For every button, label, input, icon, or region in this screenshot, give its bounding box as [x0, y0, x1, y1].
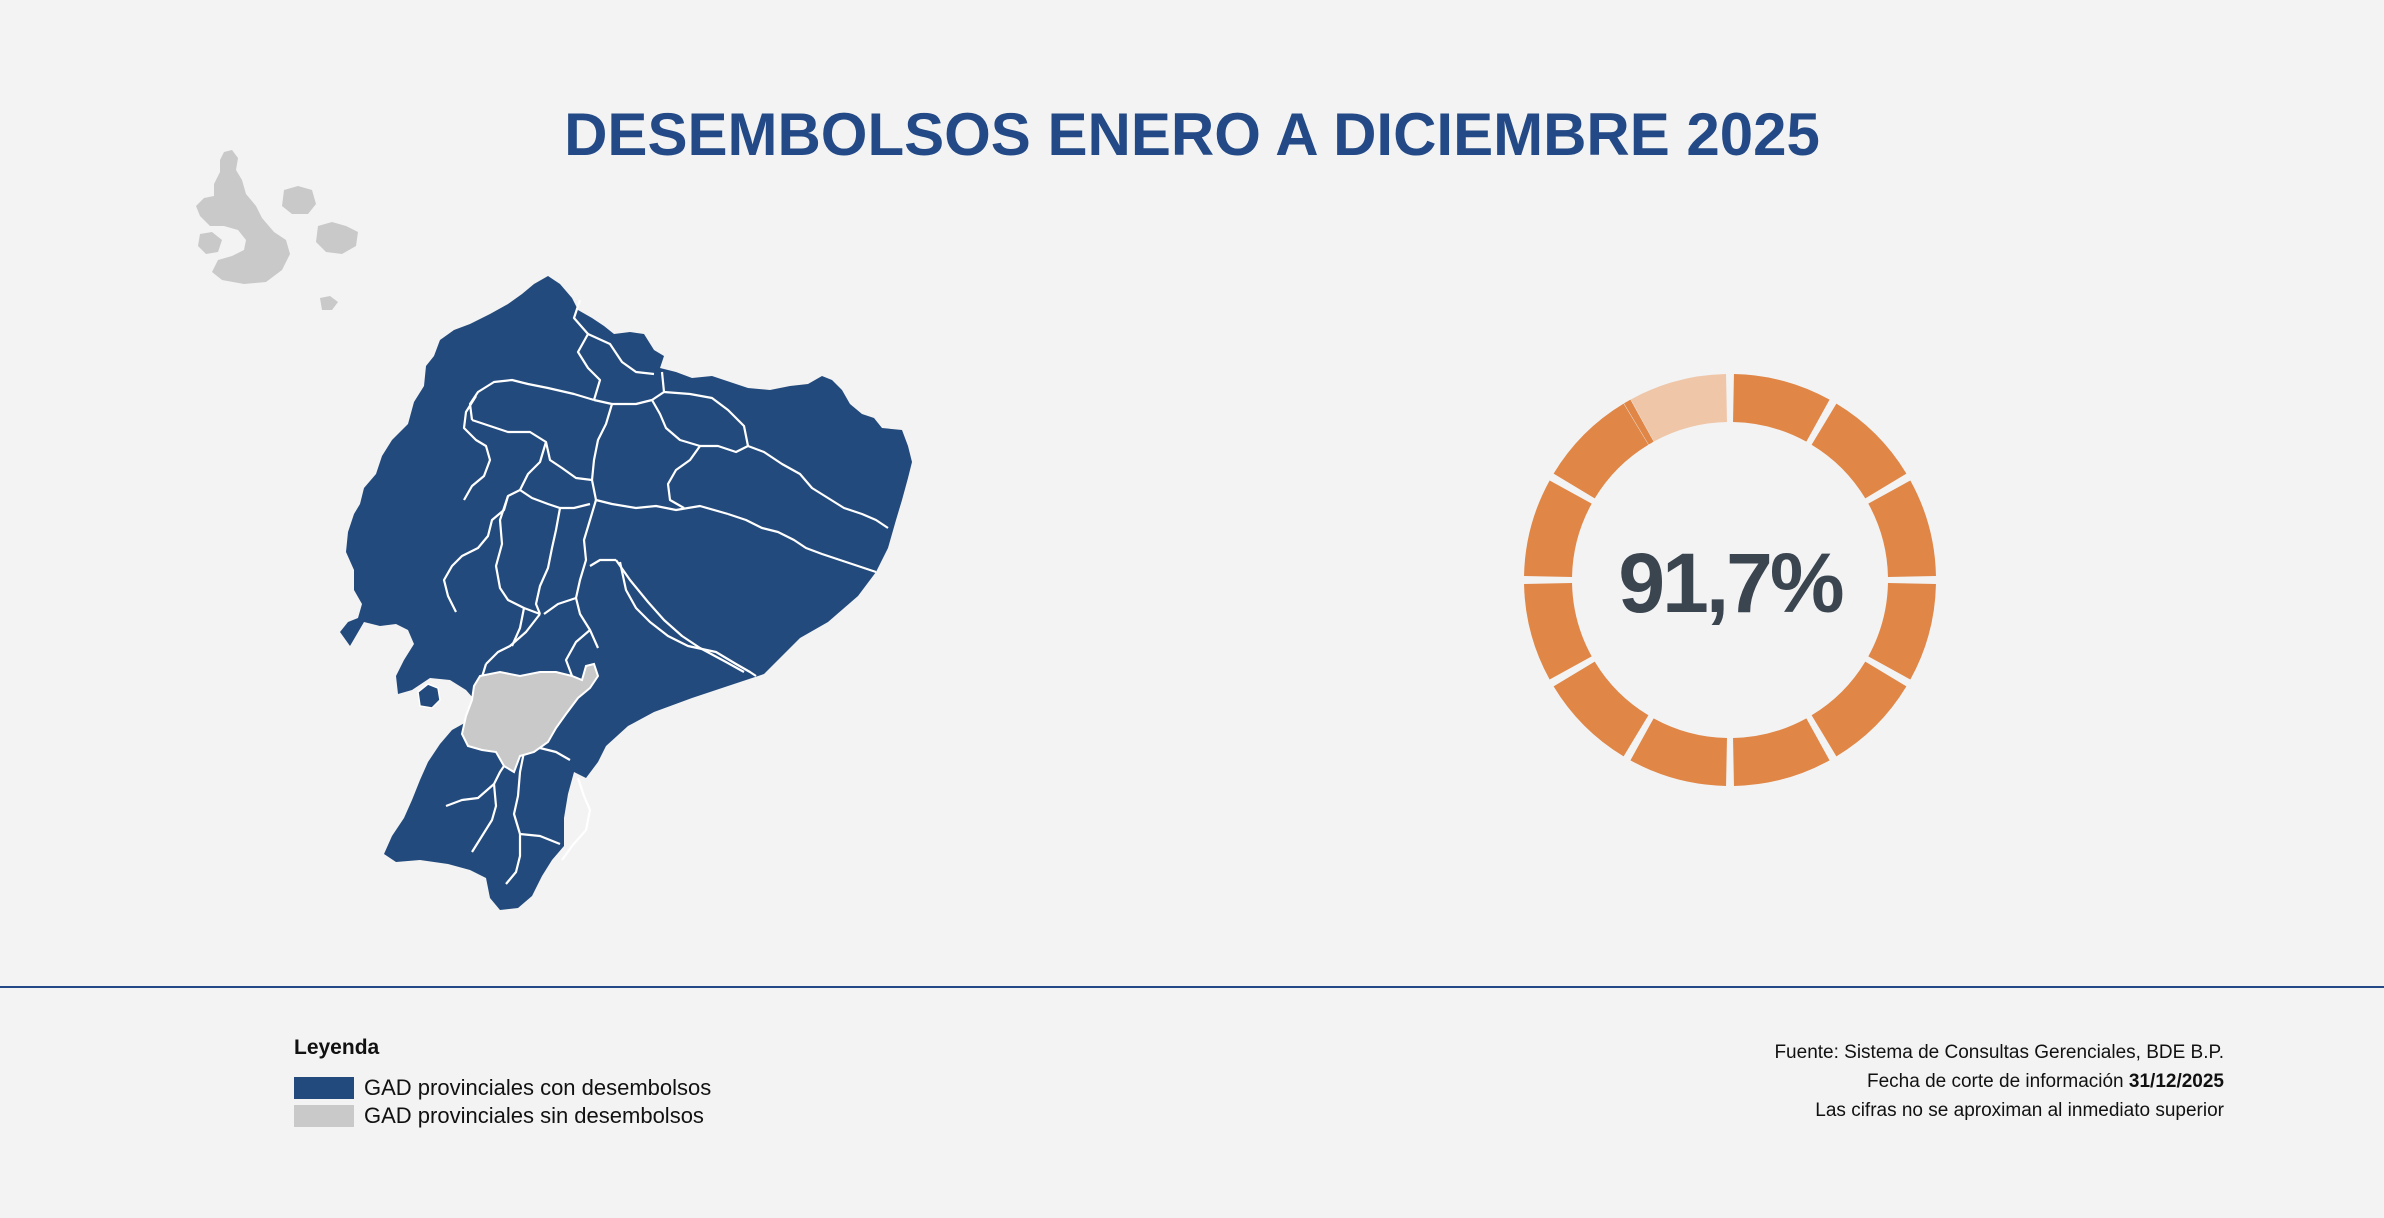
legend-label-with: GAD provinciales con desembolsos: [364, 1075, 712, 1100]
donut-segment: [1524, 583, 1592, 680]
page-title: DESEMBOLSOS ENERO A DICIEMBRE 2025: [564, 101, 1820, 168]
legend-item-without: GAD provinciales sin desembolsos: [294, 1102, 711, 1130]
puna-island: [417, 683, 441, 709]
donut-segment: [1553, 403, 1649, 499]
province-without-disbursement: [460, 662, 600, 774]
kpi-value: 91,7%: [1618, 536, 1842, 630]
cutoff-date-prefix: Fecha de corte de información: [1866, 1071, 2129, 1092]
galapagos-islands: [196, 150, 358, 310]
donut-segment: [1630, 718, 1727, 786]
legend: Leyenda GAD provinciales con desembolsos…: [294, 1036, 711, 1130]
legend-swatch-without: [294, 1105, 354, 1127]
donut-segment: [1811, 403, 1907, 499]
legend-title: Leyenda: [294, 1036, 380, 1059]
donut-segment: [1524, 480, 1592, 577]
donut-segment: [1733, 374, 1830, 442]
island-fernandina: [198, 232, 222, 254]
kpi-donut: 91,7%: [1524, 374, 1936, 786]
source-notes: Fuente: Sistema de Consultas Gerenciales…: [1774, 1038, 2224, 1125]
island-san-cristobal: [316, 222, 358, 254]
mainland-ecuador: [340, 276, 912, 910]
donut-segment: [1623, 399, 1654, 445]
donut-segment: [1811, 661, 1907, 757]
donut-segment: [1553, 661, 1649, 757]
donut-segment: [1868, 480, 1936, 577]
rounding-note: Las cifras no se aproximan al inmediato …: [1815, 1100, 2224, 1121]
province-borders: [442, 299, 889, 885]
donut-segment: [1868, 583, 1936, 680]
island-santa-cruz: [282, 186, 316, 214]
cutoff-date-line: Fecha de corte de información 31/12/2025: [1774, 1067, 2224, 1096]
island-isabela: [196, 150, 290, 284]
donut-segments: [1524, 374, 1936, 786]
island-espanola: [320, 296, 338, 310]
ecuador-map: [196, 150, 912, 910]
source-line: Fuente: Sistema de Consultas Gerenciales…: [1774, 1042, 2224, 1063]
cutoff-date: 31/12/2025: [2128, 1071, 2224, 1092]
legend-label-without: GAD provinciales sin desembolsos: [364, 1103, 704, 1128]
donut-segment: [1733, 718, 1830, 786]
legend-item-with: GAD provinciales con desembolsos: [294, 1074, 711, 1102]
donut-segment: [1630, 374, 1727, 442]
footer-divider: [0, 986, 2384, 988]
legend-swatch-with: [294, 1077, 354, 1099]
